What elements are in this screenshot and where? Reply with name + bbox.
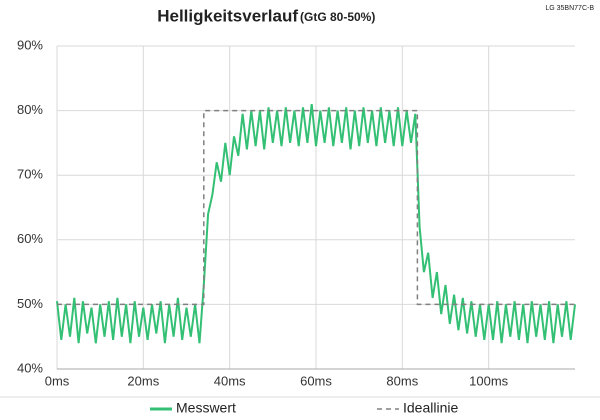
chart-title: Helligkeitsverlauf [157,6,298,25]
x-tick-label: 80ms [386,373,418,388]
y-tick-label: 40% [17,360,43,375]
legend-label: Ideallinie [403,400,458,416]
x-tick-label: 60ms [300,373,332,388]
y-tick-label: 70% [17,167,43,182]
data-line [57,109,575,306]
y-tick-label: 60% [17,231,43,246]
x-tick-label: 20ms [127,373,159,388]
x-tick-label: 40ms [214,373,246,388]
y-tick-label: 90% [17,37,43,52]
annotation: LG 35BN77C-B [545,5,594,12]
legend-label: Messwert [176,400,236,416]
x-tick-label: 0ms [45,373,70,388]
y-tick-label: 50% [17,296,43,311]
y-tick-label: 80% [17,102,43,117]
chart-subtitle: (GtG 80-50%) [300,10,375,24]
x-tick-label: 100ms [469,373,509,388]
